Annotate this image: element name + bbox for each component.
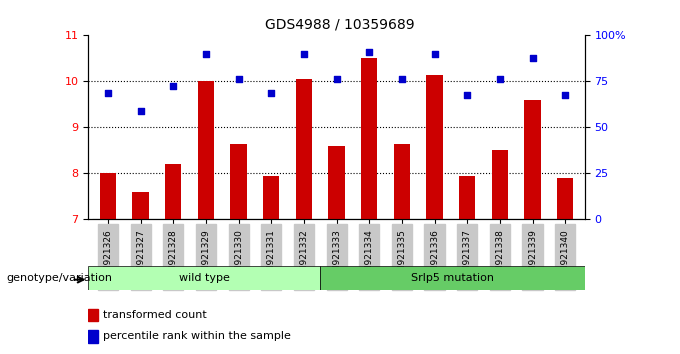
Point — [494, 76, 505, 82]
Bar — [165, 164, 182, 219]
Text: transformed count: transformed count — [103, 310, 207, 320]
Point — [135, 108, 146, 114]
Text: wild type: wild type — [179, 273, 230, 283]
Bar — [296, 79, 312, 219]
Bar — [361, 58, 377, 219]
Point — [103, 90, 114, 96]
Point — [299, 51, 309, 57]
Text: percentile rank within the sample: percentile rank within the sample — [103, 331, 291, 341]
Point — [527, 56, 538, 61]
Text: GDS4988 / 10359689: GDS4988 / 10359689 — [265, 18, 415, 32]
Bar — [328, 146, 345, 219]
Bar — [394, 143, 410, 219]
Bar — [263, 176, 279, 219]
Bar — [133, 192, 149, 219]
Point — [429, 51, 440, 57]
Point — [462, 92, 473, 98]
Point — [560, 92, 571, 98]
Bar — [88, 330, 99, 343]
Point — [396, 76, 407, 82]
Point — [364, 48, 375, 54]
Point — [266, 90, 277, 96]
Bar — [524, 100, 541, 219]
Bar — [557, 178, 573, 219]
Point — [331, 76, 342, 82]
Point — [201, 51, 211, 57]
Bar — [426, 74, 443, 219]
Text: Srlp5 mutation: Srlp5 mutation — [411, 273, 494, 283]
FancyBboxPatch shape — [88, 266, 320, 290]
Bar — [231, 143, 247, 219]
FancyBboxPatch shape — [320, 266, 585, 290]
Bar — [459, 176, 475, 219]
Bar — [492, 150, 508, 219]
Point — [168, 83, 179, 89]
Point — [233, 76, 244, 82]
Bar — [88, 309, 99, 321]
Text: genotype/variation: genotype/variation — [7, 273, 113, 283]
Bar — [100, 173, 116, 219]
Bar — [198, 81, 214, 219]
